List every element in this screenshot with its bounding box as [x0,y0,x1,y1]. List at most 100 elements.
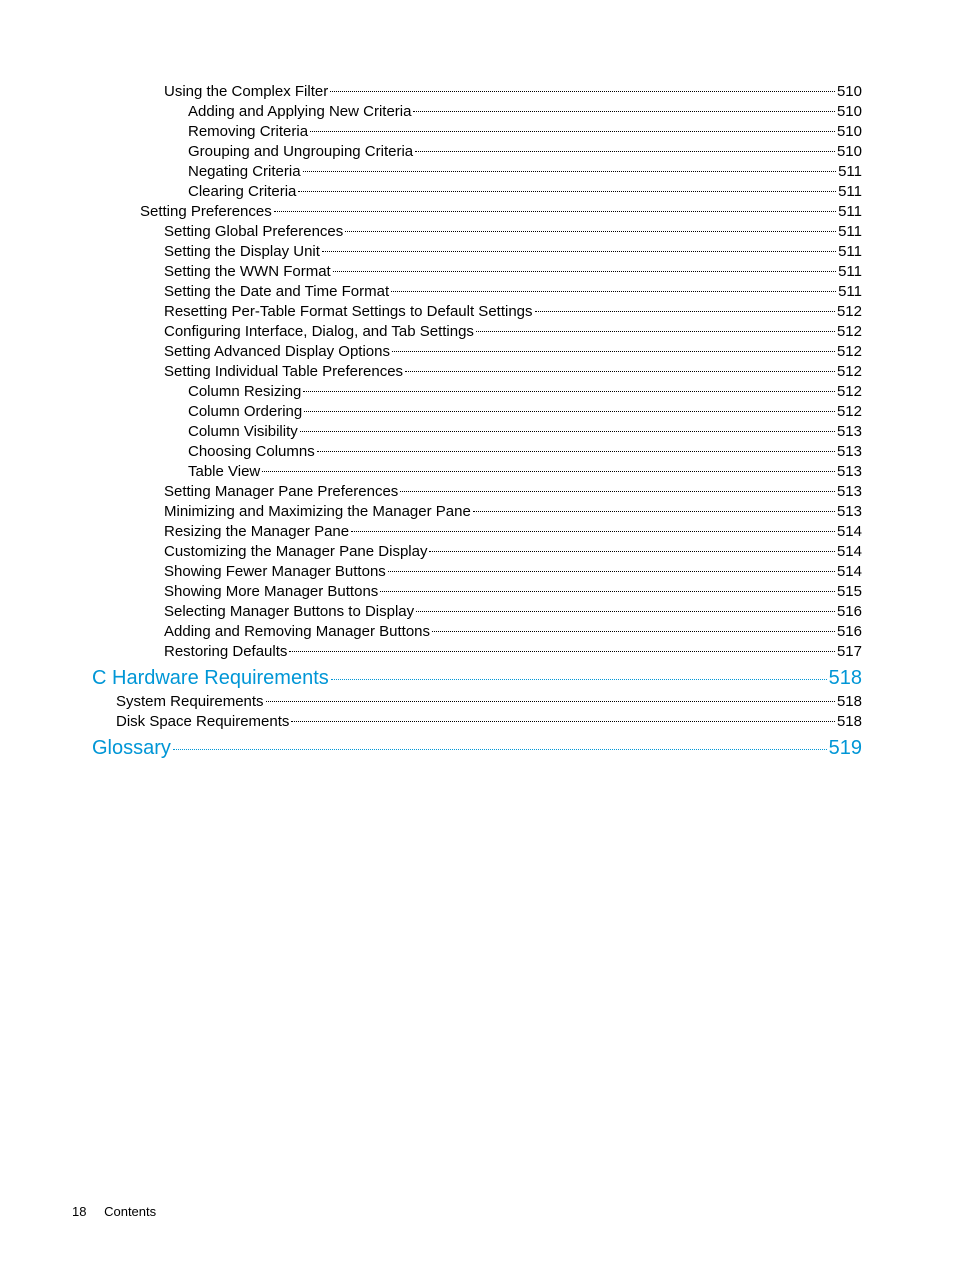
toc-leader-dots [300,431,835,432]
toc-entry[interactable]: Resizing the Manager Pane514 [92,522,862,542]
toc-entry[interactable]: Setting Individual Table Preferences512 [92,362,862,382]
toc-entry-title: Setting Global Preferences [164,222,343,242]
toc-entry[interactable]: Adding and Removing Manager Buttons 516 [92,622,862,642]
toc-entry-page: 519 [829,735,862,761]
toc-leader-dots [262,471,835,472]
toc-entry-page: 514 [837,562,862,582]
toc-entry[interactable]: Showing Fewer Manager Buttons514 [92,562,862,582]
toc-leader-dots [400,491,835,492]
toc-entry[interactable]: Using the Complex Filter 510 [92,82,862,102]
toc-entry[interactable]: Grouping and Ungrouping Criteria510 [92,142,862,162]
toc-leader-dots [333,271,836,272]
toc-entry-title: Customizing the Manager Pane Display [164,542,427,562]
toc-entry-title: Selecting Manager Buttons to Display [164,602,414,622]
toc-entry[interactable]: Resetting Per-Table Format Settings to D… [92,302,862,322]
toc-entry[interactable]: Showing More Manager Buttons515 [92,582,862,602]
toc-entry[interactable]: Setting Advanced Display Options512 [92,342,862,362]
toc-leader-dots [476,331,835,332]
toc-entry-title: Restoring Defaults [164,642,287,662]
toc-entry-title: System Requirements [116,692,264,712]
toc-leader-dots [298,191,836,192]
toc-entry[interactable]: System Requirements 518 [92,692,862,712]
toc-leader-dots [274,211,836,212]
toc-entry-title: C Hardware Requirements [92,665,329,691]
toc-entry-title: Using the Complex Filter [164,82,328,102]
toc-entry[interactable]: Setting Manager Pane Preferences513 [92,482,862,502]
toc-leader-dots [331,679,827,680]
toc-leader-dots [303,391,835,392]
toc-entry-page: 511 [838,202,862,222]
toc-entry-title: Setting Preferences [140,202,272,222]
toc-entry[interactable]: Setting Preferences 511 [92,202,862,222]
toc-leader-dots [304,411,835,412]
toc-entry-page: 510 [837,122,862,142]
toc-entry-page: 511 [838,222,862,242]
toc-entry-title: Configuring Interface, Dialog, and Tab S… [164,322,474,342]
toc-entry[interactable]: Setting the WWN Format511 [92,262,862,282]
toc-entry-page: 510 [837,142,862,162]
toc-entry[interactable]: Removing Criteria510 [92,122,862,142]
toc-entry-page: 513 [837,422,862,442]
toc-entry-page: 511 [838,242,862,262]
toc-entry[interactable]: Column Resizing512 [92,382,862,402]
toc-entry-page: 512 [837,322,862,342]
toc-entry-title: Table View [188,462,260,482]
toc-entry[interactable]: Adding and Applying New Criteria510 [92,102,862,122]
toc-entry[interactable]: Negating Criteria 511 [92,162,862,182]
toc-entry[interactable]: Restoring Defaults517 [92,642,862,662]
toc-entry[interactable]: Glossary 519 [92,735,862,761]
toc-entry[interactable]: Setting the Date and Time Format511 [92,282,862,302]
toc-entry-title: Adding and Removing Manager Buttons [164,622,430,642]
toc-entry-title: Negating Criteria [188,162,301,182]
toc-entry[interactable]: Column Visibility 513 [92,422,862,442]
toc-entry[interactable]: Choosing Columns513 [92,442,862,462]
toc-entry-page: 514 [837,522,862,542]
toc-entry-page: 511 [838,282,862,302]
toc-leader-dots [432,631,835,632]
toc-leader-dots [535,311,835,312]
toc-entry-page: 513 [837,502,862,522]
toc-leader-dots [310,131,835,132]
toc-entry-page: 513 [837,482,862,502]
toc-leader-dots [380,591,835,592]
toc-leader-dots [345,231,836,232]
toc-entry[interactable]: Configuring Interface, Dialog, and Tab S… [92,322,862,342]
toc-entry-title: Choosing Columns [188,442,315,462]
toc-entry[interactable]: C Hardware Requirements518 [92,665,862,691]
toc-entry-page: 512 [837,302,862,322]
toc-entry-title: Setting Individual Table Preferences [164,362,403,382]
toc-entry[interactable]: Customizing the Manager Pane Display514 [92,542,862,562]
toc-entry-title: Adding and Applying New Criteria [188,102,411,122]
toc-leader-dots [388,571,835,572]
toc-leader-dots [405,371,835,372]
toc-entry-page: 516 [837,622,862,642]
toc-entry-title: Glossary [92,735,171,761]
toc-leader-dots [289,651,835,652]
toc-entry[interactable]: Setting the Display Unit 511 [92,242,862,262]
toc-entry[interactable]: Selecting Manager Buttons to Display 516 [92,602,862,622]
toc-entry-title: Column Ordering [188,402,302,422]
toc-entry[interactable]: Minimizing and Maximizing the Manager Pa… [92,502,862,522]
toc-entry[interactable]: Column Ordering512 [92,402,862,422]
toc-entry[interactable]: Setting Global Preferences 511 [92,222,862,242]
toc-container: Using the Complex Filter510Adding and Ap… [92,82,862,762]
toc-leader-dots [291,721,835,722]
toc-leader-dots [317,451,835,452]
toc-entry[interactable]: Disk Space Requirements518 [92,712,862,732]
toc-entry-page: 518 [837,712,862,732]
toc-entry-title: Setting the Display Unit [164,242,320,262]
toc-entry-title: Setting Advanced Display Options [164,342,390,362]
toc-entry-page: 511 [838,162,862,182]
toc-leader-dots [416,611,835,612]
toc-leader-dots [266,701,835,702]
toc-leader-dots [413,111,835,112]
toc-entry-title: Column Visibility [188,422,298,442]
toc-entry-page: 510 [837,82,862,102]
footer-page-number: 18 [72,1204,86,1219]
toc-entry[interactable]: Clearing Criteria511 [92,182,862,202]
toc-entry-page: 516 [837,602,862,622]
toc-entry[interactable]: Table View513 [92,462,862,482]
toc-leader-dots [415,151,835,152]
toc-entry-page: 518 [837,692,862,712]
toc-entry-title: Setting the WWN Format [164,262,331,282]
